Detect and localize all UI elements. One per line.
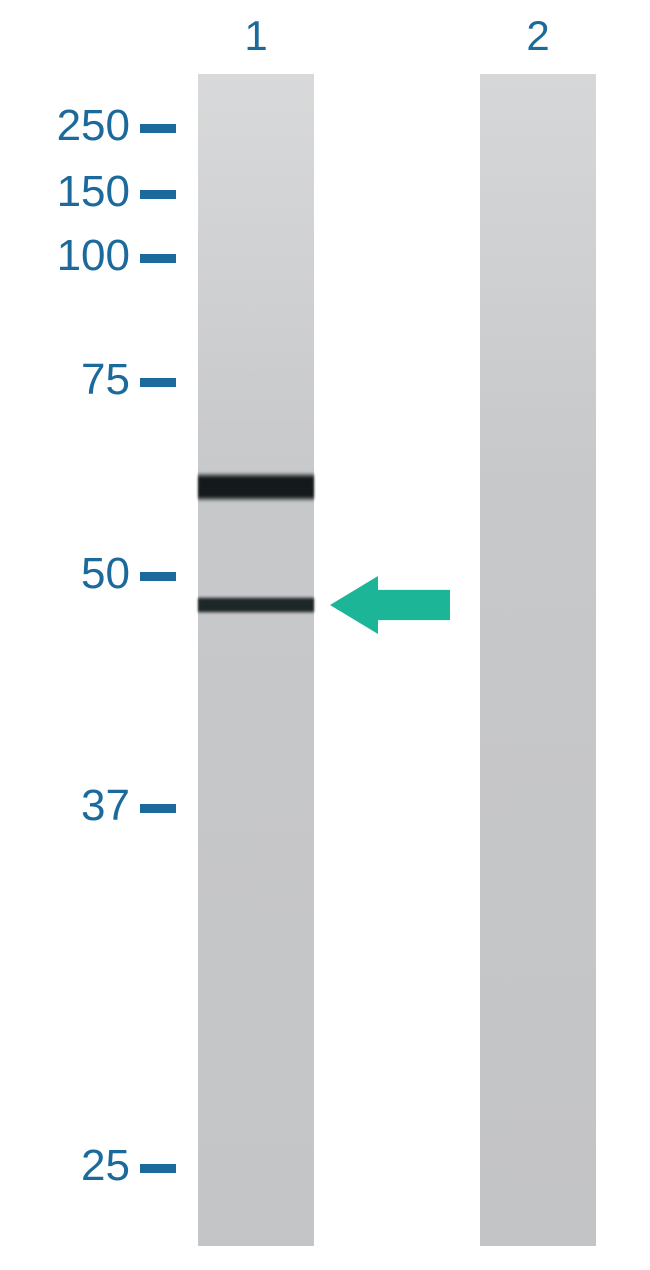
mw-label-37: 37 xyxy=(81,781,130,831)
lane-2-header: 2 xyxy=(526,12,549,60)
lane-1-band-upper xyxy=(198,472,314,502)
target-band-arrow-icon xyxy=(330,576,450,634)
mw-tick-250 xyxy=(140,124,176,133)
mw-tick-150 xyxy=(140,190,176,199)
lane-1-band-lower xyxy=(198,596,314,614)
mw-tick-37 xyxy=(140,804,176,813)
mw-label-50: 50 xyxy=(81,549,130,599)
mw-label-25: 25 xyxy=(81,1141,130,1191)
mw-tick-100 xyxy=(140,254,176,263)
lane-1-strip xyxy=(198,74,314,1246)
mw-tick-75 xyxy=(140,378,176,387)
mw-label-100: 100 xyxy=(57,231,130,281)
mw-tick-50 xyxy=(140,572,176,581)
mw-tick-25 xyxy=(140,1164,176,1173)
arrow-polygon xyxy=(330,576,450,634)
mw-label-250: 250 xyxy=(57,101,130,151)
mw-label-75: 75 xyxy=(81,355,130,405)
western-blot-figure: 1 2 250 150 100 75 50 37 25 xyxy=(0,0,650,1270)
lane-2-strip xyxy=(480,74,596,1246)
mw-label-150: 150 xyxy=(57,167,130,217)
lane-1-header: 1 xyxy=(244,12,267,60)
